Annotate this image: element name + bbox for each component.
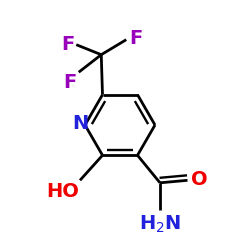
- Text: F: F: [64, 74, 77, 92]
- Text: O: O: [190, 170, 207, 189]
- Text: F: F: [129, 29, 142, 48]
- Text: HO: HO: [46, 182, 79, 201]
- Text: F: F: [61, 35, 74, 54]
- Text: H$_2$N: H$_2$N: [140, 213, 181, 234]
- Text: N: N: [72, 114, 88, 133]
